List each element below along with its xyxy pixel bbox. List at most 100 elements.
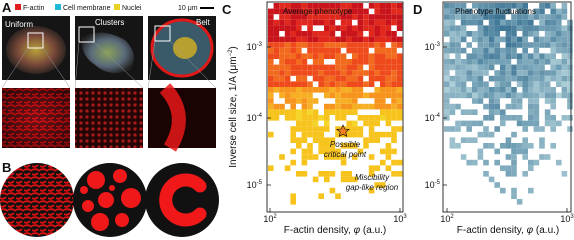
heatmap-cell [505, 75, 512, 82]
heatmap-cell [488, 53, 495, 59]
heatmap-cell [488, 36, 495, 43]
heatmap-cell [455, 25, 461, 31]
heatmap-cell [352, 131, 358, 138]
heatmap-cell [368, 14, 375, 20]
heatmap-cell [391, 75, 397, 82]
heatmap-cell [556, 120, 562, 127]
heatmap-cell [284, 53, 291, 59]
heatmap-cell [466, 42, 472, 48]
heatmap-cell [268, 109, 274, 115]
heatmap-cell [346, 126, 352, 132]
x-label-symbol: φ [354, 225, 361, 236]
heatmap-cell [444, 14, 450, 20]
heatmap-cell [528, 31, 534, 37]
heatmap-cell [528, 19, 534, 26]
heatmap-cell [472, 109, 478, 115]
heatmap-cell [385, 92, 392, 99]
heatmap-cell [340, 103, 347, 110]
heatmap-cell [335, 81, 341, 87]
heatmap-cell [296, 109, 302, 115]
heatmap-cell [455, 87, 461, 93]
heatmap-cell [301, 75, 308, 82]
heatmap-cell [472, 59, 478, 65]
heatmap-cell [533, 25, 540, 31]
heatmap-cell [477, 81, 484, 87]
heatmap-cell [273, 36, 280, 43]
heatmap-cell [539, 87, 545, 93]
heatmap-cell [312, 3, 319, 9]
heatmap-cell [346, 36, 352, 43]
heatmap-cell [363, 120, 369, 127]
heatmap-cell [307, 98, 313, 104]
heatmap-cell [539, 53, 545, 59]
heatmap-cell [533, 159, 540, 166]
x-label-unit: (a.u.) [360, 225, 386, 236]
micrographs [1, 16, 217, 152]
tick-base: 10 [425, 113, 435, 123]
heatmap-cell [391, 87, 397, 93]
heatmap-cell [460, 36, 467, 43]
x-axis-label: F-actin density, φ (a.u.) [284, 225, 387, 236]
heatmap-cell [396, 126, 403, 132]
heatmap-cell [477, 19, 484, 26]
heatmap-cell [477, 120, 484, 127]
heatmap-cell [472, 31, 478, 37]
heatmap-cell [460, 31, 467, 37]
heatmap-cell [472, 19, 478, 26]
heatmap-cell [346, 70, 352, 76]
heatmap-cell [318, 64, 324, 71]
heatmap-cell [324, 75, 330, 82]
heatmap-cell [516, 42, 523, 48]
heatmap-cell [444, 3, 450, 9]
legend-swatch [114, 4, 120, 10]
heatmap-cell [380, 148, 386, 155]
heatmap-cell [550, 3, 556, 9]
heatmap-cell [318, 19, 324, 26]
heatmap-cell [329, 8, 336, 15]
heatmap-cell [296, 115, 302, 121]
heatmap-cell [483, 81, 489, 87]
heatmap-cell [466, 64, 472, 71]
heatmap-cell [352, 25, 358, 31]
heatmap-cell [511, 19, 517, 26]
heatmap-cell [380, 25, 386, 31]
heatmap-cell [539, 42, 545, 48]
heatmap-cell [556, 25, 562, 31]
heatmap-cell [488, 87, 495, 93]
heatmap-cell [340, 3, 347, 9]
heatmap-cell [522, 14, 528, 20]
heatmap-cell [539, 19, 545, 26]
heatmap-cell [290, 87, 296, 93]
heatmap-cell [324, 87, 330, 93]
heatmap-cell [522, 8, 528, 15]
heatmap-cell [290, 59, 296, 65]
heatmap-cell [511, 53, 517, 59]
heatmap-cell [528, 53, 534, 59]
heatmap-cell [312, 176, 319, 183]
heatmap-cell [352, 154, 358, 160]
heatmap-cell [511, 47, 517, 54]
heatmap-cell [511, 64, 517, 71]
heatmap-cell [312, 115, 319, 121]
heatmap-cell [335, 14, 341, 20]
heatmap-cell [511, 154, 517, 160]
heatmap-cell [466, 120, 472, 127]
heatmap-cell [511, 98, 517, 104]
heatmap-cell [312, 36, 319, 43]
heatmap-cell [567, 47, 573, 54]
heatmap-cell [533, 64, 540, 71]
heatmap-cell [449, 8, 456, 15]
heatmap-cell [550, 98, 556, 104]
heatmap-cell [301, 59, 308, 65]
tick-base: 10 [440, 214, 450, 224]
heatmap-cell [301, 154, 308, 160]
heatmap-cell [318, 126, 324, 132]
heatmap-cell [312, 98, 319, 104]
heatmap-cell [324, 81, 330, 87]
heatmap-cell [352, 42, 358, 48]
heatmap-cell [494, 182, 500, 188]
heatmap-cell [374, 92, 380, 99]
heatmap-cell [385, 59, 392, 65]
heatmap-cell [516, 75, 523, 82]
heatmap-cell [368, 59, 375, 65]
